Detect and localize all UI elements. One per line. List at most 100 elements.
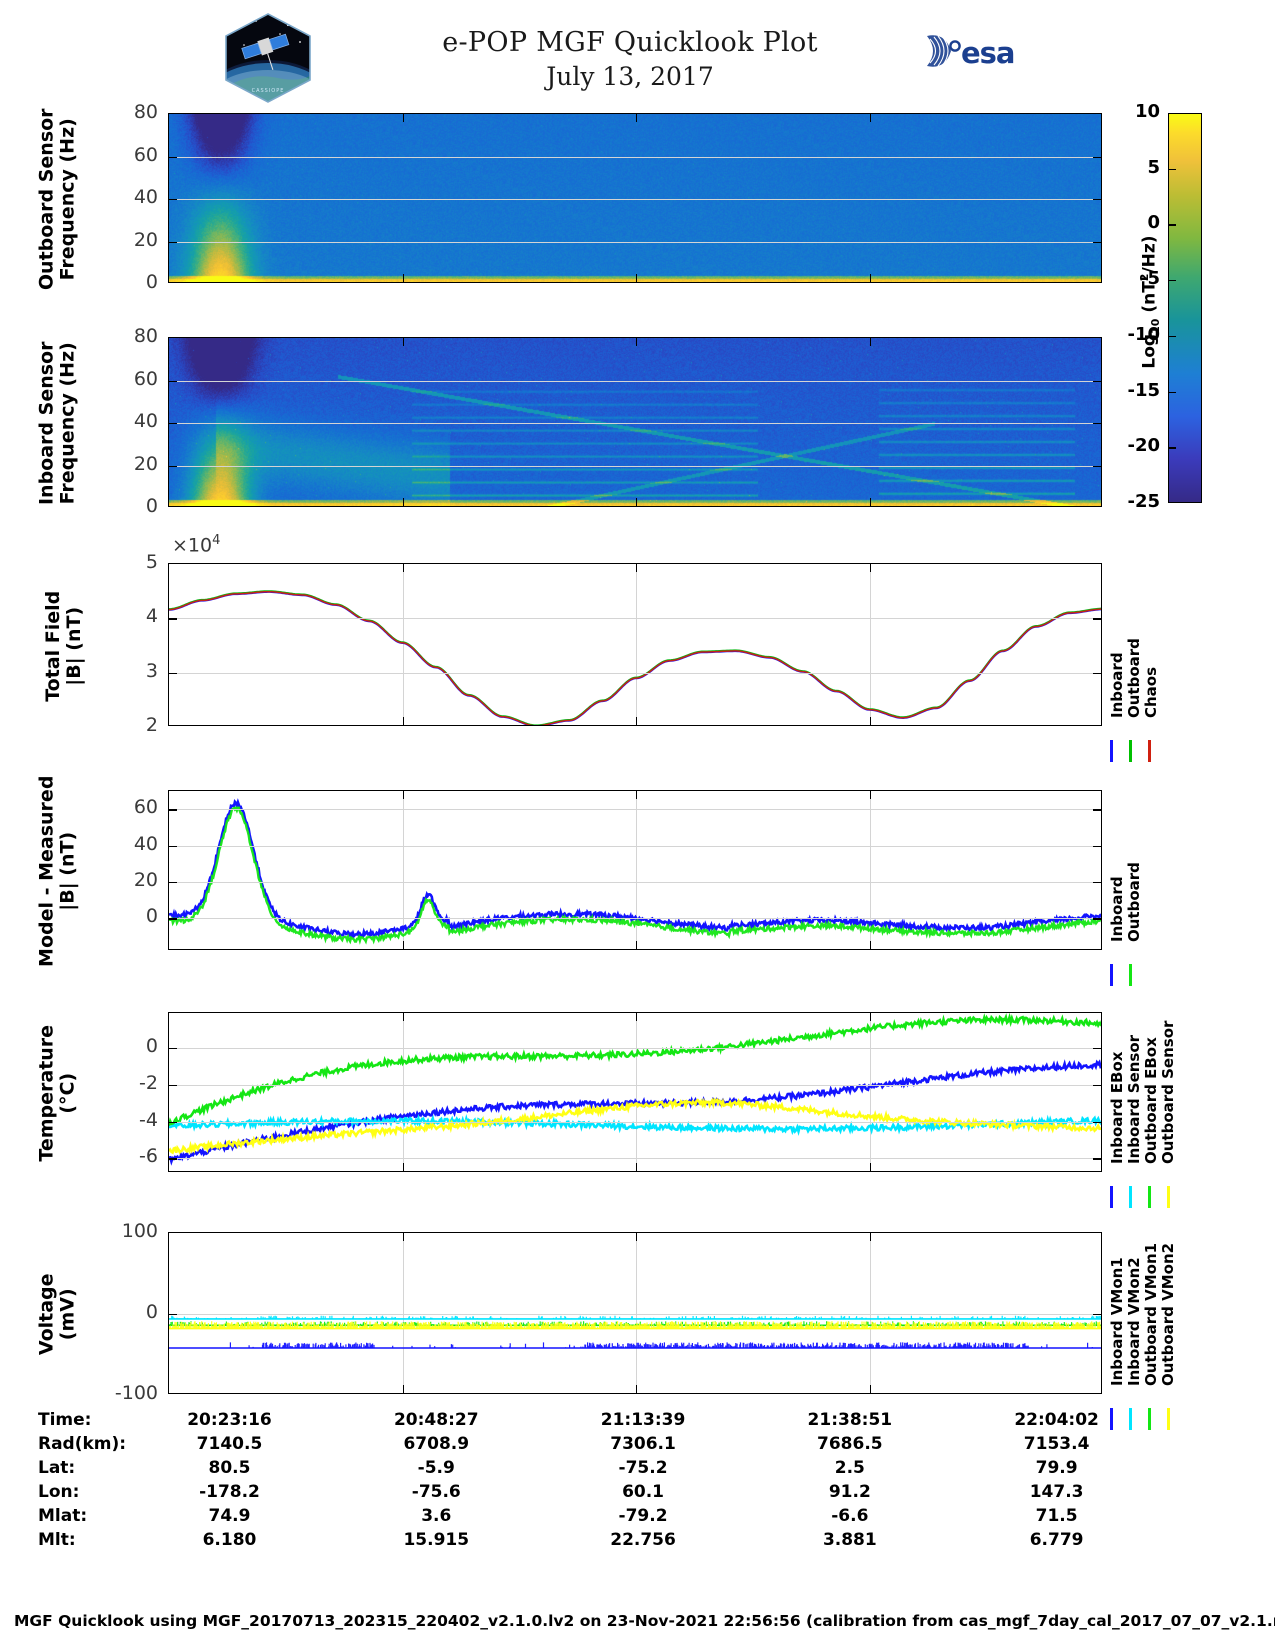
info-cell: 21:13:39 (600, 1410, 686, 1430)
info-cell: 21:38:51 (807, 1410, 893, 1430)
legend-swatch (1129, 1186, 1132, 1208)
tick-right (1093, 881, 1101, 884)
page-title: e-POP MGF Quicklook Plot July 13, 2017 (330, 26, 930, 93)
tick-bottom (869, 1385, 871, 1393)
gridline-horizontal (169, 1047, 1101, 1049)
legend-label: Inboard VMon2 (1125, 1257, 1143, 1386)
tick-right (1093, 1158, 1101, 1160)
colorbar-tick-label: -25 (1127, 491, 1160, 512)
gridline-horizontal (169, 918, 1101, 920)
tick-bottom (869, 1163, 871, 1171)
legend-label: Outboard VMon2 (1159, 1242, 1177, 1386)
gridline-horizontal (169, 1084, 1101, 1086)
info-cell: -178.2 (199, 1482, 260, 1502)
tick-top (636, 1013, 638, 1021)
tick-top (869, 791, 871, 799)
y-tick-label: 20 (133, 868, 158, 891)
legend-label: Outboard (1125, 862, 1143, 942)
colorbar-tick-label: 5 (1147, 156, 1160, 178)
series-svg-total-field (169, 590, 1101, 725)
info-cell: 20:48:27 (393, 1410, 479, 1430)
tick-top (402, 338, 404, 346)
tick-left (169, 1121, 177, 1123)
tick-left (169, 1047, 177, 1050)
y-axis-label-line2: (°C) (57, 1072, 79, 1114)
legend-label: Outboard VMon1 (1142, 1242, 1160, 1386)
gridline-vertical (636, 791, 637, 949)
tick-left (169, 845, 177, 847)
legend-swatch (1129, 740, 1132, 762)
tick-top (636, 564, 638, 572)
esa-logo: esa (925, 30, 1043, 72)
data-series-line (225, 1342, 1093, 1348)
tick-right (1093, 809, 1101, 811)
data-series-line (169, 590, 1101, 725)
tick-left (169, 241, 177, 243)
gridline-horizontal (169, 380, 1101, 382)
spectrogram-canvas-outboard-spectrogram (169, 114, 1101, 282)
legend-label: Inboard (1108, 652, 1126, 718)
tick-top (402, 114, 404, 122)
colorbar-tick (1168, 168, 1176, 170)
info-row-label: Lat: (38, 1458, 76, 1478)
tick-bottom (869, 717, 871, 725)
info-row-label: Time: (38, 1410, 92, 1430)
cassiope-mission-patch-logo: CASSIOPE (222, 12, 314, 104)
gridline-horizontal (169, 423, 1101, 424)
y-axis-label-line1: Inboard Sensor (35, 341, 58, 506)
tick-left (169, 1314, 177, 1316)
tick-top (636, 791, 638, 799)
colorbar-tick-label: -5 (1140, 268, 1160, 290)
info-cell: 6708.9 (403, 1434, 470, 1454)
y-tick-label: -6 (139, 1145, 158, 1168)
y-tick-label: 0 (145, 905, 158, 928)
spectrogram-canvas-inboard-spectrogram (169, 338, 1101, 506)
y-tick-label: 2 (145, 714, 158, 736)
colorbar-tick-label: -20 (1127, 435, 1160, 457)
y-axis-label-line1: Outboard Sensor (35, 108, 58, 291)
tick-left (169, 1158, 177, 1160)
legend-swatch (1129, 964, 1132, 986)
tick-right (1093, 1314, 1101, 1316)
data-series-line (169, 590, 1101, 725)
info-cell: 80.5 (208, 1458, 251, 1478)
gridline-vertical (869, 1233, 871, 1393)
legend-label: Outboard Sensor (1159, 1020, 1177, 1164)
gridline-vertical (402, 564, 404, 725)
y-axis-label-line2: |B| (nT) (63, 606, 85, 686)
series-svg-model-minus-measured (169, 798, 1101, 945)
info-row-label: Rad(km): (38, 1434, 127, 1454)
y-axis-label-line1: Temperature (35, 1024, 58, 1162)
y-axis-label-line1: Model - Measured (35, 775, 58, 967)
svg-text:esa: esa (961, 36, 1015, 70)
info-table-row: Mlt: 6.180 15.915 22.756 3.881 6.779 (0, 1528, 1160, 1552)
tick-right (1093, 918, 1101, 920)
info-table-row: Time: 20:23:16 20:48:27 21:13:39 21:38:51 22:… (0, 1408, 1160, 1432)
y-axis-label-line2: |B| (nT) (57, 831, 79, 911)
tick-left (169, 809, 177, 811)
y-axis-label-line1: Total Field (41, 590, 64, 702)
tick-top (402, 1233, 404, 1241)
y-tick-label: -100 (114, 1382, 158, 1404)
tick-right (1093, 672, 1101, 675)
info-cell: 3.6 (421, 1506, 452, 1526)
tick-top (636, 1233, 638, 1241)
y-axis-label-line1: Voltage (35, 1273, 58, 1356)
info-table-row: Lat: 80.5 -5.9 -75.2 2.5 79.9 (0, 1456, 1160, 1480)
info-table-row: Mlat: 74.9 3.6 -79.2 -6.6 71.5 (0, 1504, 1160, 1528)
data-series-line (169, 798, 1101, 940)
legend-swatches (1110, 740, 1151, 762)
gridline-horizontal (169, 1314, 1101, 1315)
y-axis-label-model-minus-measured: Model - Measured |B| (nT) (35, 751, 80, 991)
data-series-line (169, 1113, 1101, 1137)
info-cell: -6.6 (831, 1506, 869, 1526)
colorbar-tick-label: -10 (1127, 323, 1160, 345)
y-axis-label-inboard-spectrogram: Inboard Sensor Frequency (Hz) (35, 298, 80, 548)
y-tick-label: 0 (145, 1301, 158, 1323)
info-cell: 7140.5 (196, 1434, 263, 1454)
gridline-horizontal (169, 881, 1101, 883)
legend-swatches (1110, 964, 1132, 986)
y-tick-label: 40 (133, 186, 158, 208)
y-tick-label: 80 (133, 325, 158, 347)
y-axis-label-line2: (mV) (57, 1288, 79, 1341)
